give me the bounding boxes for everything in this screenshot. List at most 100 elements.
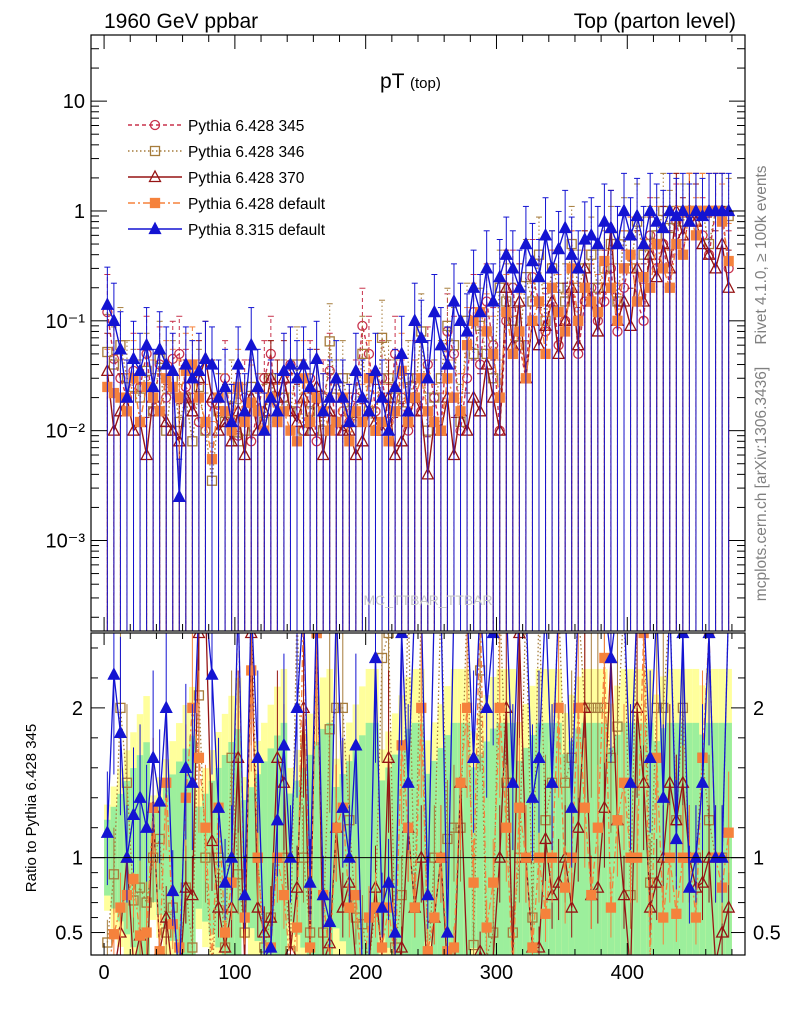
ratio-point (442, 833, 453, 845)
data-point (323, 390, 337, 403)
ratio-point (113, 725, 128, 738)
data-point (414, 330, 428, 343)
data-point (140, 337, 154, 351)
ratio-band-inner (267, 748, 275, 955)
data-point (146, 379, 160, 393)
ratio-point (501, 822, 512, 833)
ratio-point (107, 667, 121, 680)
ratio-point (429, 912, 440, 923)
ratio-band-inner (319, 728, 327, 955)
data-point (467, 280, 481, 293)
data-point (153, 341, 167, 355)
ratio-point (612, 721, 623, 732)
data-point (362, 403, 376, 417)
data-point (427, 304, 441, 318)
data-point (185, 370, 199, 384)
ratio-point (291, 922, 303, 933)
ratio-point (486, 633, 500, 639)
data-point (238, 403, 252, 417)
ratio-point (159, 700, 173, 714)
ratio-point (381, 875, 396, 888)
ratio-point (695, 775, 710, 788)
y-tick-label-ratio: 1 (72, 848, 83, 870)
y-tick-label-ratio-right: 1 (753, 848, 764, 870)
ratio-band-inner (476, 754, 484, 955)
data-point (663, 203, 677, 217)
ratio-point (617, 887, 631, 901)
ratio-band-inner (326, 722, 333, 955)
data-point (310, 351, 324, 365)
x-tick-label: 300 (480, 962, 513, 984)
ratio-point (115, 902, 126, 913)
data-point (283, 357, 298, 370)
legend-entry: Pythia 6.428 345 (128, 118, 304, 135)
data-point (381, 423, 396, 436)
ratio-point (344, 902, 355, 913)
ratio-point (468, 877, 479, 888)
ratio-point (277, 737, 291, 751)
ratio-point (337, 702, 348, 714)
legend-marker (149, 119, 161, 131)
ratio-point (669, 831, 683, 845)
ratio-point (545, 775, 559, 788)
data-point (610, 236, 625, 250)
ratio-point (573, 702, 584, 714)
data-point (120, 390, 134, 403)
data-point (316, 403, 330, 417)
data-point (643, 203, 657, 217)
legend-entry: Pythia 8.315 default (128, 221, 326, 239)
ratio-point (368, 650, 383, 664)
data-point (270, 403, 284, 417)
ratio-point (512, 633, 526, 639)
ratio-point (527, 912, 538, 923)
data-point (584, 227, 598, 241)
data-point (597, 214, 611, 227)
ratio-band-inner (588, 722, 595, 955)
ratio-point (146, 750, 160, 763)
data-point (552, 241, 566, 255)
ratio-point (663, 775, 677, 788)
data-point (218, 379, 232, 393)
data-point (368, 363, 383, 377)
ratio-point (715, 850, 729, 863)
ratio-point (381, 750, 396, 763)
data-point (532, 269, 546, 283)
ratio-point (690, 912, 702, 923)
data-point (486, 294, 500, 307)
mcplots-reference-label: mcplots.cern.ch [arXiv:1306.3436] (753, 367, 770, 601)
data-point (565, 247, 579, 260)
data-point (225, 414, 239, 428)
data-point (349, 363, 363, 377)
data-point (447, 294, 461, 307)
data-point (388, 379, 402, 393)
ratio-point (571, 820, 585, 833)
ratio-point (532, 750, 546, 763)
ratio-point (630, 700, 644, 714)
y-tick-label-main: 10 (63, 91, 85, 113)
ratio-point (682, 880, 696, 893)
ratio-point (126, 807, 141, 821)
ratio-point (605, 902, 617, 913)
y-tick-label-ratio: 0.5 (55, 923, 83, 945)
data-point (499, 247, 513, 260)
ratio-point (264, 940, 278, 953)
ratio-point (219, 927, 231, 938)
ratio-point (323, 914, 337, 927)
ratio-band-inner (365, 722, 373, 955)
data-point (107, 313, 121, 326)
ratio-point (257, 925, 271, 938)
ratio-band-inner (313, 741, 320, 955)
ratio-point (658, 702, 669, 714)
ratio-point (316, 887, 330, 901)
ratio-point (311, 633, 322, 639)
ratio-point (395, 633, 409, 639)
legend-label: Pythia 8.315 default (188, 222, 326, 239)
data-point (460, 324, 474, 337)
data-point (538, 227, 553, 241)
data-point (453, 313, 468, 326)
ratio-point (493, 850, 507, 863)
data-point (174, 392, 185, 403)
plot-title-main: pT (380, 70, 405, 93)
data-point (174, 348, 185, 360)
data-point (434, 337, 448, 351)
